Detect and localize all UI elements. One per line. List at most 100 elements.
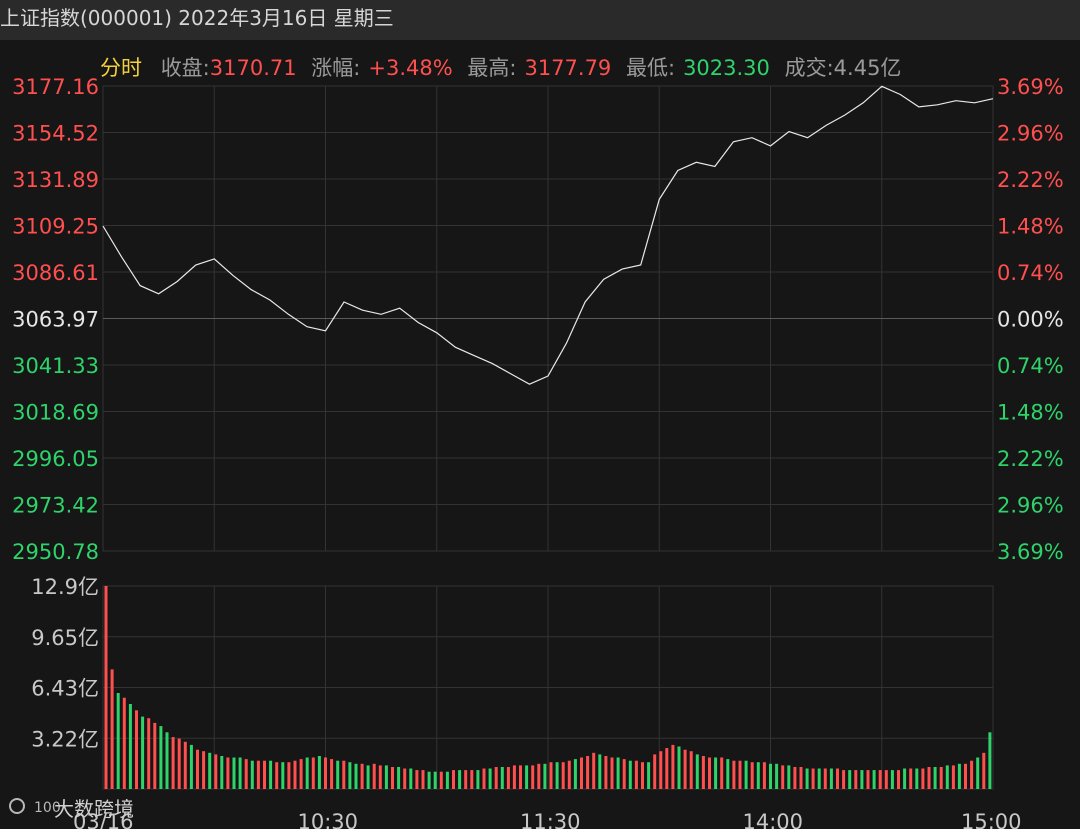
volume-bar: [732, 760, 736, 789]
volume-bar: [714, 757, 718, 789]
volume-bar: [147, 718, 151, 789]
y-tick-label-left: 2950.78: [12, 540, 99, 564]
y-tick-label-left: 3018.69: [12, 401, 99, 425]
volume-bar: [903, 768, 907, 789]
volume-bar: [159, 726, 163, 789]
volume-bar: [519, 765, 522, 789]
y-tick-label-left: 3154.52: [12, 122, 99, 146]
volume-bar: [421, 770, 425, 789]
volume-bar: [183, 741, 187, 789]
volume-bar: [354, 763, 358, 789]
volume-bar: [403, 768, 407, 789]
volume-bar: [775, 763, 779, 789]
y-tick-label-right: 0.74%: [997, 261, 1064, 285]
volume-bar: [982, 752, 986, 789]
volume-bar: [561, 762, 565, 789]
price-line: [102, 85, 994, 385]
y-tick-label-right: 0.74%: [997, 354, 1064, 378]
volume-y-tick-label: 12.9亿: [31, 575, 99, 599]
volume-bar: [970, 760, 974, 789]
volume-bar: [848, 770, 852, 789]
volume-bar: [811, 768, 815, 789]
x-tick-label: 10:30: [298, 810, 359, 829]
volume-bar: [622, 759, 626, 789]
volume-bar: [177, 738, 181, 789]
y-tick-label-left: 3177.16: [12, 75, 99, 99]
volume-bar: [372, 763, 376, 789]
volume-bar: [171, 737, 175, 789]
volume-bar: [250, 760, 254, 789]
volume-bar: [256, 760, 260, 789]
volume-bar: [427, 771, 431, 789]
tab-intraday[interactable]: 分时: [100, 56, 142, 80]
volume-bar: [695, 754, 699, 789]
volume-bar: [604, 756, 608, 789]
volume-bar: [647, 762, 651, 789]
volume-bar: [342, 760, 346, 789]
volume-bar: [890, 770, 894, 789]
volume-bar: [415, 770, 419, 789]
volume-bar: [823, 768, 827, 789]
volume-bar: [488, 768, 492, 789]
volume-bar: [750, 762, 754, 789]
axis-labels: 3177.16 3.69% 3154.52 2.96% 3131.89 2.22% 3109…: [12, 75, 1064, 829]
volume-bar: [244, 759, 248, 789]
volume-bar: [708, 757, 711, 789]
volume-bar: [964, 763, 967, 789]
volume-bar: [476, 770, 480, 789]
volume-bar: [128, 704, 132, 789]
y-tick-label-right: 3.69%: [997, 75, 1064, 99]
volume-bar: [781, 765, 785, 789]
x-tick-label: 15:00: [961, 810, 1022, 829]
volume-bar: [829, 768, 833, 789]
volume-bar: [586, 756, 590, 789]
y-tick-label-left: 2996.05: [12, 447, 99, 471]
volume-bar: [330, 759, 334, 789]
volume-bar: [653, 754, 657, 789]
volume-bar: [677, 746, 681, 789]
volume-bar: [287, 762, 291, 789]
volume-bar: [189, 744, 193, 789]
volume-bar: [110, 669, 114, 789]
watermark-logo-icon: 100: [34, 800, 61, 816]
volume-bar: [317, 756, 321, 789]
volume-bar: [683, 749, 687, 789]
volume-bar: [927, 767, 931, 789]
close-value: 3170.71: [209, 56, 297, 80]
volume-bar: [196, 749, 199, 789]
volume-bar: [269, 760, 273, 789]
volume-bar: [860, 770, 864, 789]
volume-bar: [659, 751, 663, 789]
volume-bar: [165, 732, 169, 789]
y-tick-label-right: 3.69%: [997, 540, 1064, 564]
volume-bar: [909, 768, 913, 789]
volume-bar: [360, 763, 364, 789]
x-tick-label: 14:00: [743, 810, 804, 829]
volume-bar: [756, 762, 760, 789]
close-label: 收盘:: [160, 56, 210, 80]
volume-bar: [915, 768, 919, 789]
volume-bar: [805, 768, 809, 789]
volume-bar: [445, 771, 449, 789]
volume-bar: [506, 767, 510, 789]
volume-bar: [433, 771, 437, 789]
volume-bar: [567, 760, 571, 789]
volume-bar: [933, 767, 937, 789]
y-tick-label-left: 2973.42: [12, 494, 99, 518]
high-label: 最高:: [467, 56, 517, 80]
volume-bar: [897, 770, 900, 789]
volume-bar: [153, 722, 157, 789]
volume-bar: [592, 752, 596, 789]
volume-bar: [397, 767, 401, 789]
volume-series: [104, 586, 992, 789]
quote-summary: 分时 收盘:3170.71 涨幅: +3.48% 最高: 3177.79 最低: 30…: [100, 52, 901, 82]
volume-bar: [769, 763, 772, 789]
volume-bar: [226, 757, 230, 789]
volume-bar: [378, 765, 382, 789]
change-value: +3.48%: [368, 56, 453, 80]
y-tick-label-left: 3109.25: [12, 215, 99, 239]
volume-bar: [281, 762, 285, 789]
y-tick-label-right: 2.22%: [997, 168, 1064, 192]
volume-bar: [116, 693, 120, 789]
